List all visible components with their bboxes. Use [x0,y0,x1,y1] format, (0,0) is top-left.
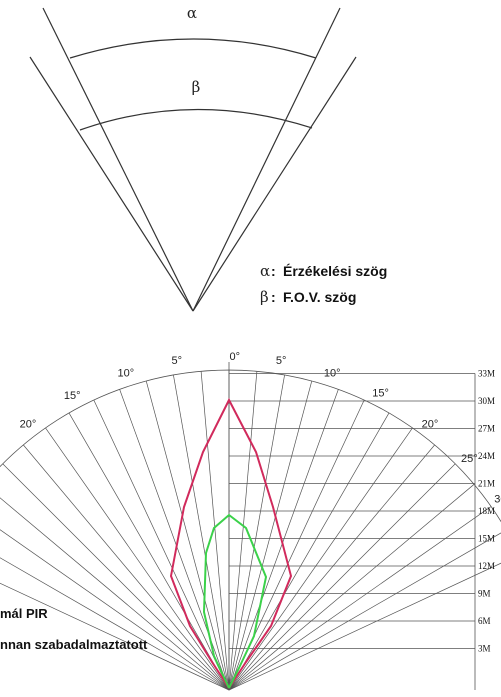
beta-arc [79,108,313,131]
radial-grid-line [228,484,475,691]
radial-grid-line [228,389,339,691]
angle-label-right: 20° [422,418,439,430]
radial-grid-line [0,497,230,691]
distance-label: 30M [478,396,495,406]
radial-grid-line [228,562,501,691]
beta-right-ray [192,56,357,312]
caption: mál PIR nnan szabadalmaztatott [0,606,148,652]
alpha-left-ray [42,7,194,312]
angle-label-right: 0° [230,351,241,363]
distance-label: 24M [478,451,495,461]
radial-grid-line [228,444,435,691]
legend-alpha-symbol: α [260,262,270,280]
radial-grid-line [0,529,230,691]
distance-label: 9M [478,589,491,599]
inner-detection-zone [202,513,268,689]
angle-label-left: 10° [117,367,134,379]
distance-label: 33M [478,369,495,379]
beta-symbol: β [192,78,201,96]
distance-label: 18M [478,506,495,516]
radial-grid-line [173,374,230,691]
radial-grid-line [200,371,230,691]
outer-detection-zone [169,397,293,689]
angle-label-right: 30° [494,493,501,505]
radial-grid-line [0,557,230,691]
distance-label: 6M [478,616,491,626]
legend-alpha-sep: : [271,263,276,279]
angle-legend: α : Érzékelési szög β : F.O.V. szög [260,262,387,306]
angle-label-right: 5° [276,355,287,367]
radial-grid-line [93,399,230,691]
radial-grid-line [23,444,230,691]
distance-label: 3M [478,644,491,654]
angle-label-left: 15° [64,390,81,402]
distance-scale: 33M 30M 27M 24M 21M 18M 15M 12M 9M 6M 3M [229,369,495,690]
radial-grid-line [228,463,456,691]
beta-left-ray [29,56,194,312]
caption-line-2: nnan szabadalmaztatott [0,637,148,652]
caption-line-1: mál PIR [0,606,48,621]
legend-beta-sep: : [271,289,276,305]
angle-label-left: 20° [20,418,37,430]
alpha-right-ray [192,7,341,312]
radial-grid-line [228,427,413,691]
radial-grid-line [0,582,230,691]
radial-grid-line [228,374,285,691]
distance-label: 15M [478,534,495,544]
radial-grid-line [228,532,501,691]
radial-grid-line [2,463,230,691]
radial-grid-line [68,412,230,691]
angle-fan-diagram [29,7,357,312]
radial-grid-line [228,380,313,691]
radial-grid-line [228,371,258,691]
radial-grid-line [145,380,230,691]
radial-grid-line [45,427,230,691]
distance-label: 27M [478,424,495,434]
radial-grid-line [228,506,492,691]
radial-grid-line [228,412,390,691]
legend-alpha-text: Érzékelési szög [283,263,387,279]
alpha-symbol: α [187,4,197,22]
legend-beta-symbol: β [260,288,269,306]
detection-grid [0,362,501,691]
distance-label: 21M [478,479,495,489]
angle-label-left: 5° [172,355,183,367]
alpha-arc [69,38,317,59]
legend-beta-text: F.O.V. szög [283,289,356,305]
distance-label: 12M [478,561,495,571]
angle-label-right: 15° [372,387,389,399]
